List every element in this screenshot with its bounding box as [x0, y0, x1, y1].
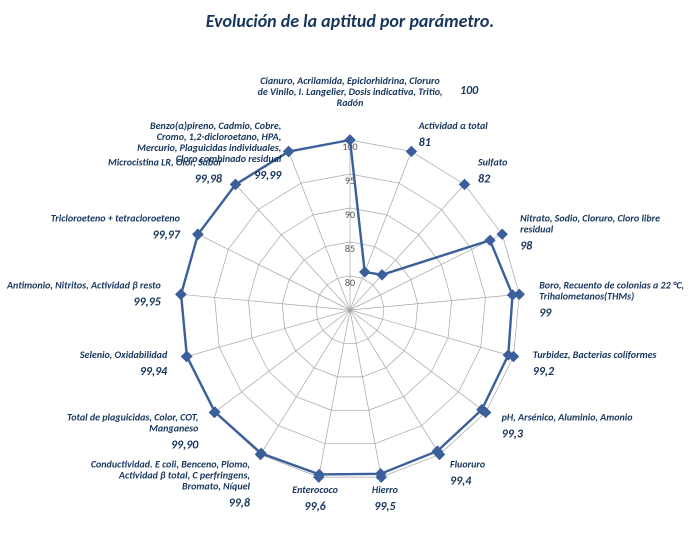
radar-chart: 80859095100Cianuro, Acrilamida, Epiclorh… — [0, 40, 700, 556]
axis-label: pH, Arsénico, Aluminio, Amonio — [502, 411, 634, 424]
axis-label: Total de plaguicidas, Color, COT,Mangane… — [67, 411, 199, 435]
axis-value: 81 — [419, 136, 431, 150]
ring-label: 85 — [345, 242, 355, 255]
svg-text:Cianuro, Acrilamida, Epiclorhi: Cianuro, Acrilamida, Epiclorhidrina, Clo… — [258, 74, 443, 109]
axis-label: Tricloroeteno + tetracloroeteno — [51, 211, 181, 224]
axis-label: Hierro — [372, 483, 399, 496]
axis-label: Antimonio, Nitritos, Actividad β resto — [6, 278, 162, 291]
axis-label: Turbidez, Bacterias coliformes — [533, 348, 657, 361]
ring-label: 90 — [345, 208, 355, 221]
axis-value: 99,94 — [140, 365, 168, 379]
axis-label: Boro, Recuento de colonias a 22 °C,Triha… — [539, 278, 684, 302]
axis-value: 99,98 — [195, 173, 223, 187]
axis-label: Nitrato, Sodio, Cloruro, Cloro libreresi… — [520, 211, 660, 235]
axis-value: 99,3 — [502, 428, 524, 442]
axis-label: Sulfato — [477, 156, 508, 169]
axis-label: Enterococo — [292, 483, 338, 496]
axis-value: 99,8 — [229, 497, 251, 511]
axis-value: 100 — [460, 84, 479, 98]
axis-value: 99,6 — [304, 500, 325, 514]
axis-label: Fluoruro — [450, 458, 486, 471]
axis-value: 99,99 — [254, 169, 282, 183]
axis-value: 99,2 — [533, 365, 555, 379]
axis-label: Selenio, Oxidabilidad — [79, 348, 168, 361]
axis-value: 99,97 — [152, 228, 180, 242]
axis-value: 82 — [478, 173, 491, 187]
axis-value: 99,4 — [450, 475, 472, 489]
chart-title: Evolución de la aptitud por parámetro. — [0, 10, 700, 32]
axis-value: 99,95 — [133, 295, 160, 309]
axis-value: 99,5 — [374, 500, 395, 514]
ring-label: 80 — [345, 276, 355, 289]
axis-value: 99 — [539, 306, 552, 320]
axis-label: Actividad α total — [418, 119, 489, 132]
axis-value: 99,90 — [171, 439, 199, 453]
axis-label: Conductividad. E coli, Benceno, Plomo,Ac… — [91, 458, 251, 493]
axis-value: 98 — [520, 239, 533, 253]
